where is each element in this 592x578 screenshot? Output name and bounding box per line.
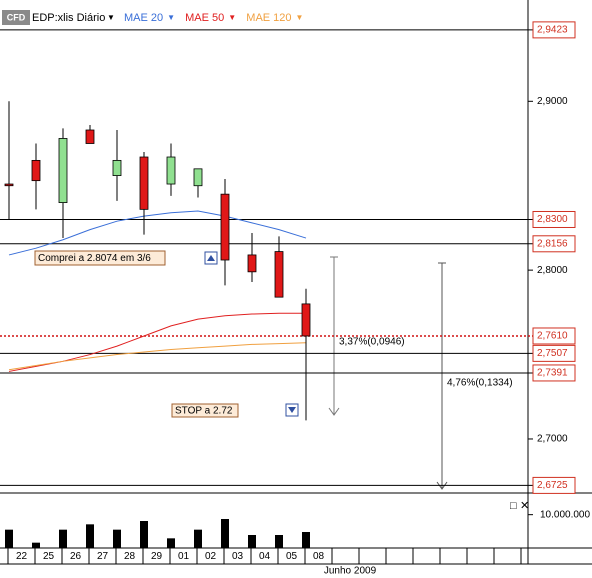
x-tick-label: 25 (43, 551, 55, 562)
x-tick-label: 28 (124, 551, 136, 562)
dropdown-arrow[interactable]: ▼ (228, 13, 236, 22)
level-label-box (532, 344, 576, 362)
candle-body (220, 193, 230, 261)
volume-bar (113, 529, 121, 548)
header: CFD EDP:xlis Diário ▼ MAE 20 ▼ MAE 50 ▼ MAE … (2, 10, 303, 25)
level-label-box (532, 364, 576, 382)
candle-body (247, 254, 257, 273)
candle-body (301, 303, 311, 337)
candle-body (274, 251, 284, 298)
y-tick-label: 2,8000 (537, 265, 568, 276)
candle-body (166, 156, 176, 185)
volume-bar (140, 521, 148, 548)
volume-bar (194, 529, 202, 548)
maximize-button[interactable]: □ (510, 500, 517, 512)
level-label-box (532, 327, 576, 345)
candle-body (58, 138, 68, 204)
level-label-box (532, 210, 576, 228)
close-button[interactable]: ✕ (520, 500, 529, 512)
volume-bar (302, 532, 310, 548)
x-tick-label: 08 (313, 551, 325, 562)
x-tick-label: 04 (259, 551, 271, 562)
x-tick-label: 05 (286, 551, 298, 562)
x-tick-label: 22 (16, 551, 28, 562)
logo: CFD (7, 12, 26, 22)
volume-bar (32, 542, 40, 548)
candle-body (193, 168, 203, 187)
volume-tick-label: 10.000.000 (540, 509, 590, 520)
level-label: 2,8300 (537, 214, 568, 225)
candle-body (4, 183, 14, 187)
volume-bar (167, 538, 175, 548)
annotation-text: 4,76%(0,1334) (447, 378, 513, 389)
level-label: 2,7391 (537, 368, 568, 379)
level-label-box (532, 21, 576, 39)
level-label: 2,9423 (537, 25, 568, 36)
moving-average-line (8, 210, 307, 256)
annotation-text: 3,37%(0,0946) (339, 337, 405, 348)
x-tick-label: 03 (232, 551, 244, 562)
legend-entry[interactable]: MAE 50 (185, 12, 224, 24)
y-tick-label: 2,9000 (537, 96, 568, 107)
dropdown-arrow[interactable]: ▼ (296, 13, 304, 22)
level-label: 2,7610 (537, 331, 568, 342)
annotation-box (171, 403, 239, 418)
arrow-head (328, 407, 340, 416)
level-label-box (532, 235, 576, 253)
annotation-box (34, 250, 166, 266)
x-group-label: Junho 2009 (324, 566, 377, 577)
level-label: 2,8156 (537, 238, 568, 249)
moving-average-line (8, 342, 307, 371)
arrow-head (436, 481, 448, 490)
annotation-text: Comprei a 2.8074 em 3/6 (38, 253, 151, 264)
candle-body (112, 159, 122, 176)
annotations: Comprei a 2.8074 em 3/6 STOP a 2.72 3,37… (34, 250, 513, 490)
instrument-title[interactable]: EDP:xlis Diário (32, 12, 105, 24)
stop-icon-arrow (288, 407, 296, 413)
volume-bar (59, 529, 67, 548)
candle-body (85, 129, 95, 144)
candle-body (139, 156, 149, 210)
level-label: 2,7507 (537, 348, 568, 359)
y-tick-label: 2,7000 (537, 434, 568, 445)
dropdown-arrow[interactable]: ▼ (167, 13, 175, 22)
legend-entry[interactable]: MAE 120 (246, 12, 291, 24)
level-label-box (532, 476, 576, 494)
buy-icon-arrow (207, 255, 215, 261)
x-tick-label: 02 (205, 551, 217, 562)
volume-bar (5, 529, 13, 548)
volume-bar (221, 519, 229, 548)
x-tick-label: 26 (70, 551, 82, 562)
volume-bar (86, 524, 94, 548)
dropdown-arrow[interactable]: ▼ (107, 13, 115, 22)
volume-bar (275, 535, 283, 548)
legend-entry[interactable]: MAE 20 (124, 12, 163, 24)
x-tick-label: 01 (178, 551, 190, 562)
level-label: 2,6725 (537, 480, 568, 491)
x-tick-label: 27 (97, 551, 109, 562)
candle-body (31, 159, 41, 182)
logo-box (2, 10, 30, 25)
annotation-text: STOP a 2.72 (175, 406, 233, 417)
x-tick-label: 29 (151, 551, 163, 562)
volume-bar (248, 535, 256, 548)
